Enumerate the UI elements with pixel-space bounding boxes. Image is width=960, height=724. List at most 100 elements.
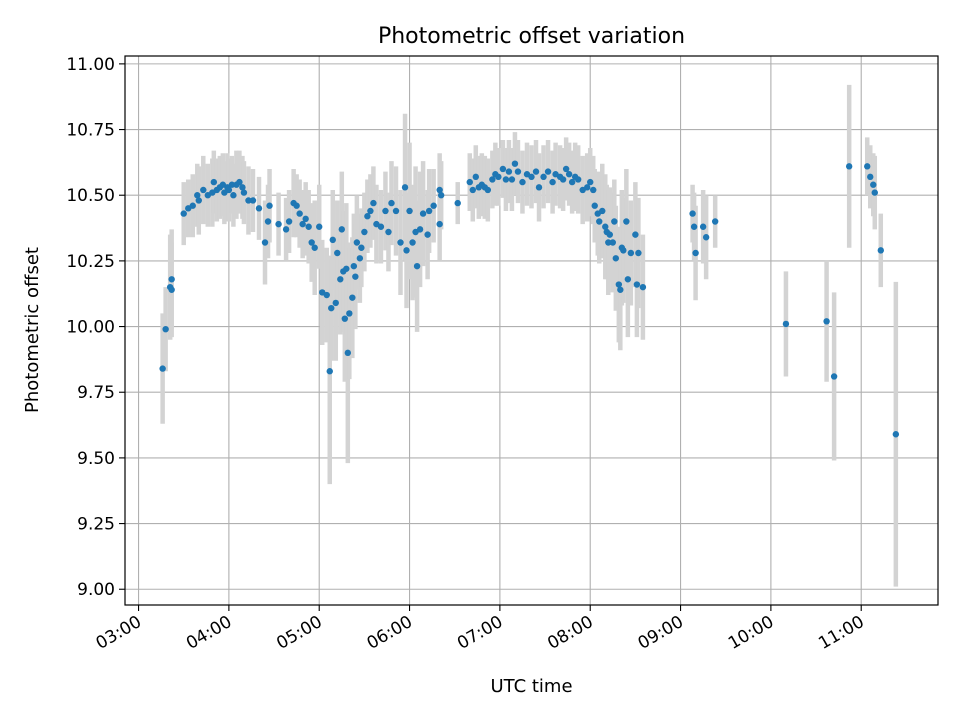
data-point [864, 163, 871, 170]
data-point [210, 178, 218, 186]
data-point [195, 197, 202, 204]
data-point [436, 186, 443, 194]
data-point [830, 373, 838, 380]
grid-lines [125, 56, 938, 605]
data-point [308, 239, 315, 246]
data-point [261, 239, 269, 246]
data-point [293, 202, 300, 209]
data-point [285, 218, 293, 225]
chart-title: Photometric offset variation [378, 24, 685, 49]
data-point [617, 286, 624, 293]
data-point [606, 231, 613, 238]
y-tick-label: 10.00 [66, 318, 115, 338]
data-point [377, 223, 385, 230]
plot-frame [124, 55, 939, 606]
data-point [609, 239, 616, 246]
data-point [159, 365, 166, 372]
data-point [635, 249, 642, 257]
data-point [255, 205, 263, 212]
data-point [168, 286, 175, 293]
data-point [413, 262, 421, 270]
data-point [532, 168, 540, 175]
data-point [264, 218, 272, 225]
data-point [632, 231, 639, 238]
data-point [225, 186, 233, 194]
data-point [162, 325, 169, 333]
y-tick-label: 10.75 [66, 121, 115, 141]
data-point [867, 173, 874, 181]
data-point [401, 184, 409, 191]
data-point [605, 239, 612, 246]
data-point [334, 249, 341, 257]
data-point [871, 189, 878, 196]
data-point [245, 197, 252, 204]
data-point [559, 176, 567, 183]
data-point [690, 223, 698, 230]
data-point [596, 218, 603, 225]
data-point [424, 231, 431, 238]
data-point [602, 223, 609, 230]
data-point [228, 181, 236, 188]
data-point [436, 220, 443, 228]
data-point [382, 207, 389, 215]
data-point [358, 244, 365, 251]
data-point [549, 178, 556, 186]
data-point [409, 239, 416, 246]
data-point [689, 210, 696, 217]
data-point [406, 207, 413, 215]
data-point [299, 220, 306, 228]
data-point [495, 173, 502, 181]
data-point [316, 223, 323, 230]
data-point [823, 318, 830, 325]
data-point [367, 207, 374, 215]
data-point [584, 184, 591, 191]
data-point [544, 168, 552, 175]
data-point [305, 223, 312, 230]
data-point [282, 226, 290, 233]
data-point [484, 186, 492, 194]
data-point [239, 184, 246, 191]
data-point [361, 228, 368, 236]
data-point [514, 168, 522, 175]
data-point [692, 249, 699, 257]
data-point [296, 210, 303, 217]
data-point [612, 255, 620, 262]
data-point [364, 213, 371, 220]
data-point [311, 244, 318, 251]
data-point [615, 281, 623, 288]
data-point [535, 184, 543, 191]
data-point [194, 192, 201, 199]
data-point [877, 247, 884, 254]
data-point [338, 226, 345, 233]
data-point [388, 199, 395, 207]
data-point [711, 218, 719, 225]
data-point [892, 431, 900, 438]
data-point [627, 249, 635, 257]
y-tick-label: 10.50 [66, 186, 115, 206]
data-point [620, 247, 627, 254]
data-point [540, 173, 547, 181]
data-point [356, 255, 364, 262]
data-point [472, 173, 479, 181]
data-point [352, 273, 359, 280]
data-point [350, 262, 358, 270]
y-tick-label: 9.00 [77, 580, 115, 600]
data-point [419, 210, 427, 217]
data-point [528, 173, 535, 181]
data-point [499, 165, 507, 173]
data-point [344, 349, 352, 357]
data-point [425, 207, 433, 215]
data-point [599, 207, 606, 215]
data-point [437, 192, 445, 199]
data-point [249, 197, 257, 204]
data-point [568, 178, 576, 186]
data-point [870, 181, 877, 188]
data-point [329, 236, 336, 244]
data-point [168, 276, 175, 283]
data-point [416, 226, 424, 233]
data-point [454, 199, 461, 207]
data-point [430, 202, 437, 209]
data-point [502, 176, 510, 183]
data-point [302, 215, 309, 223]
